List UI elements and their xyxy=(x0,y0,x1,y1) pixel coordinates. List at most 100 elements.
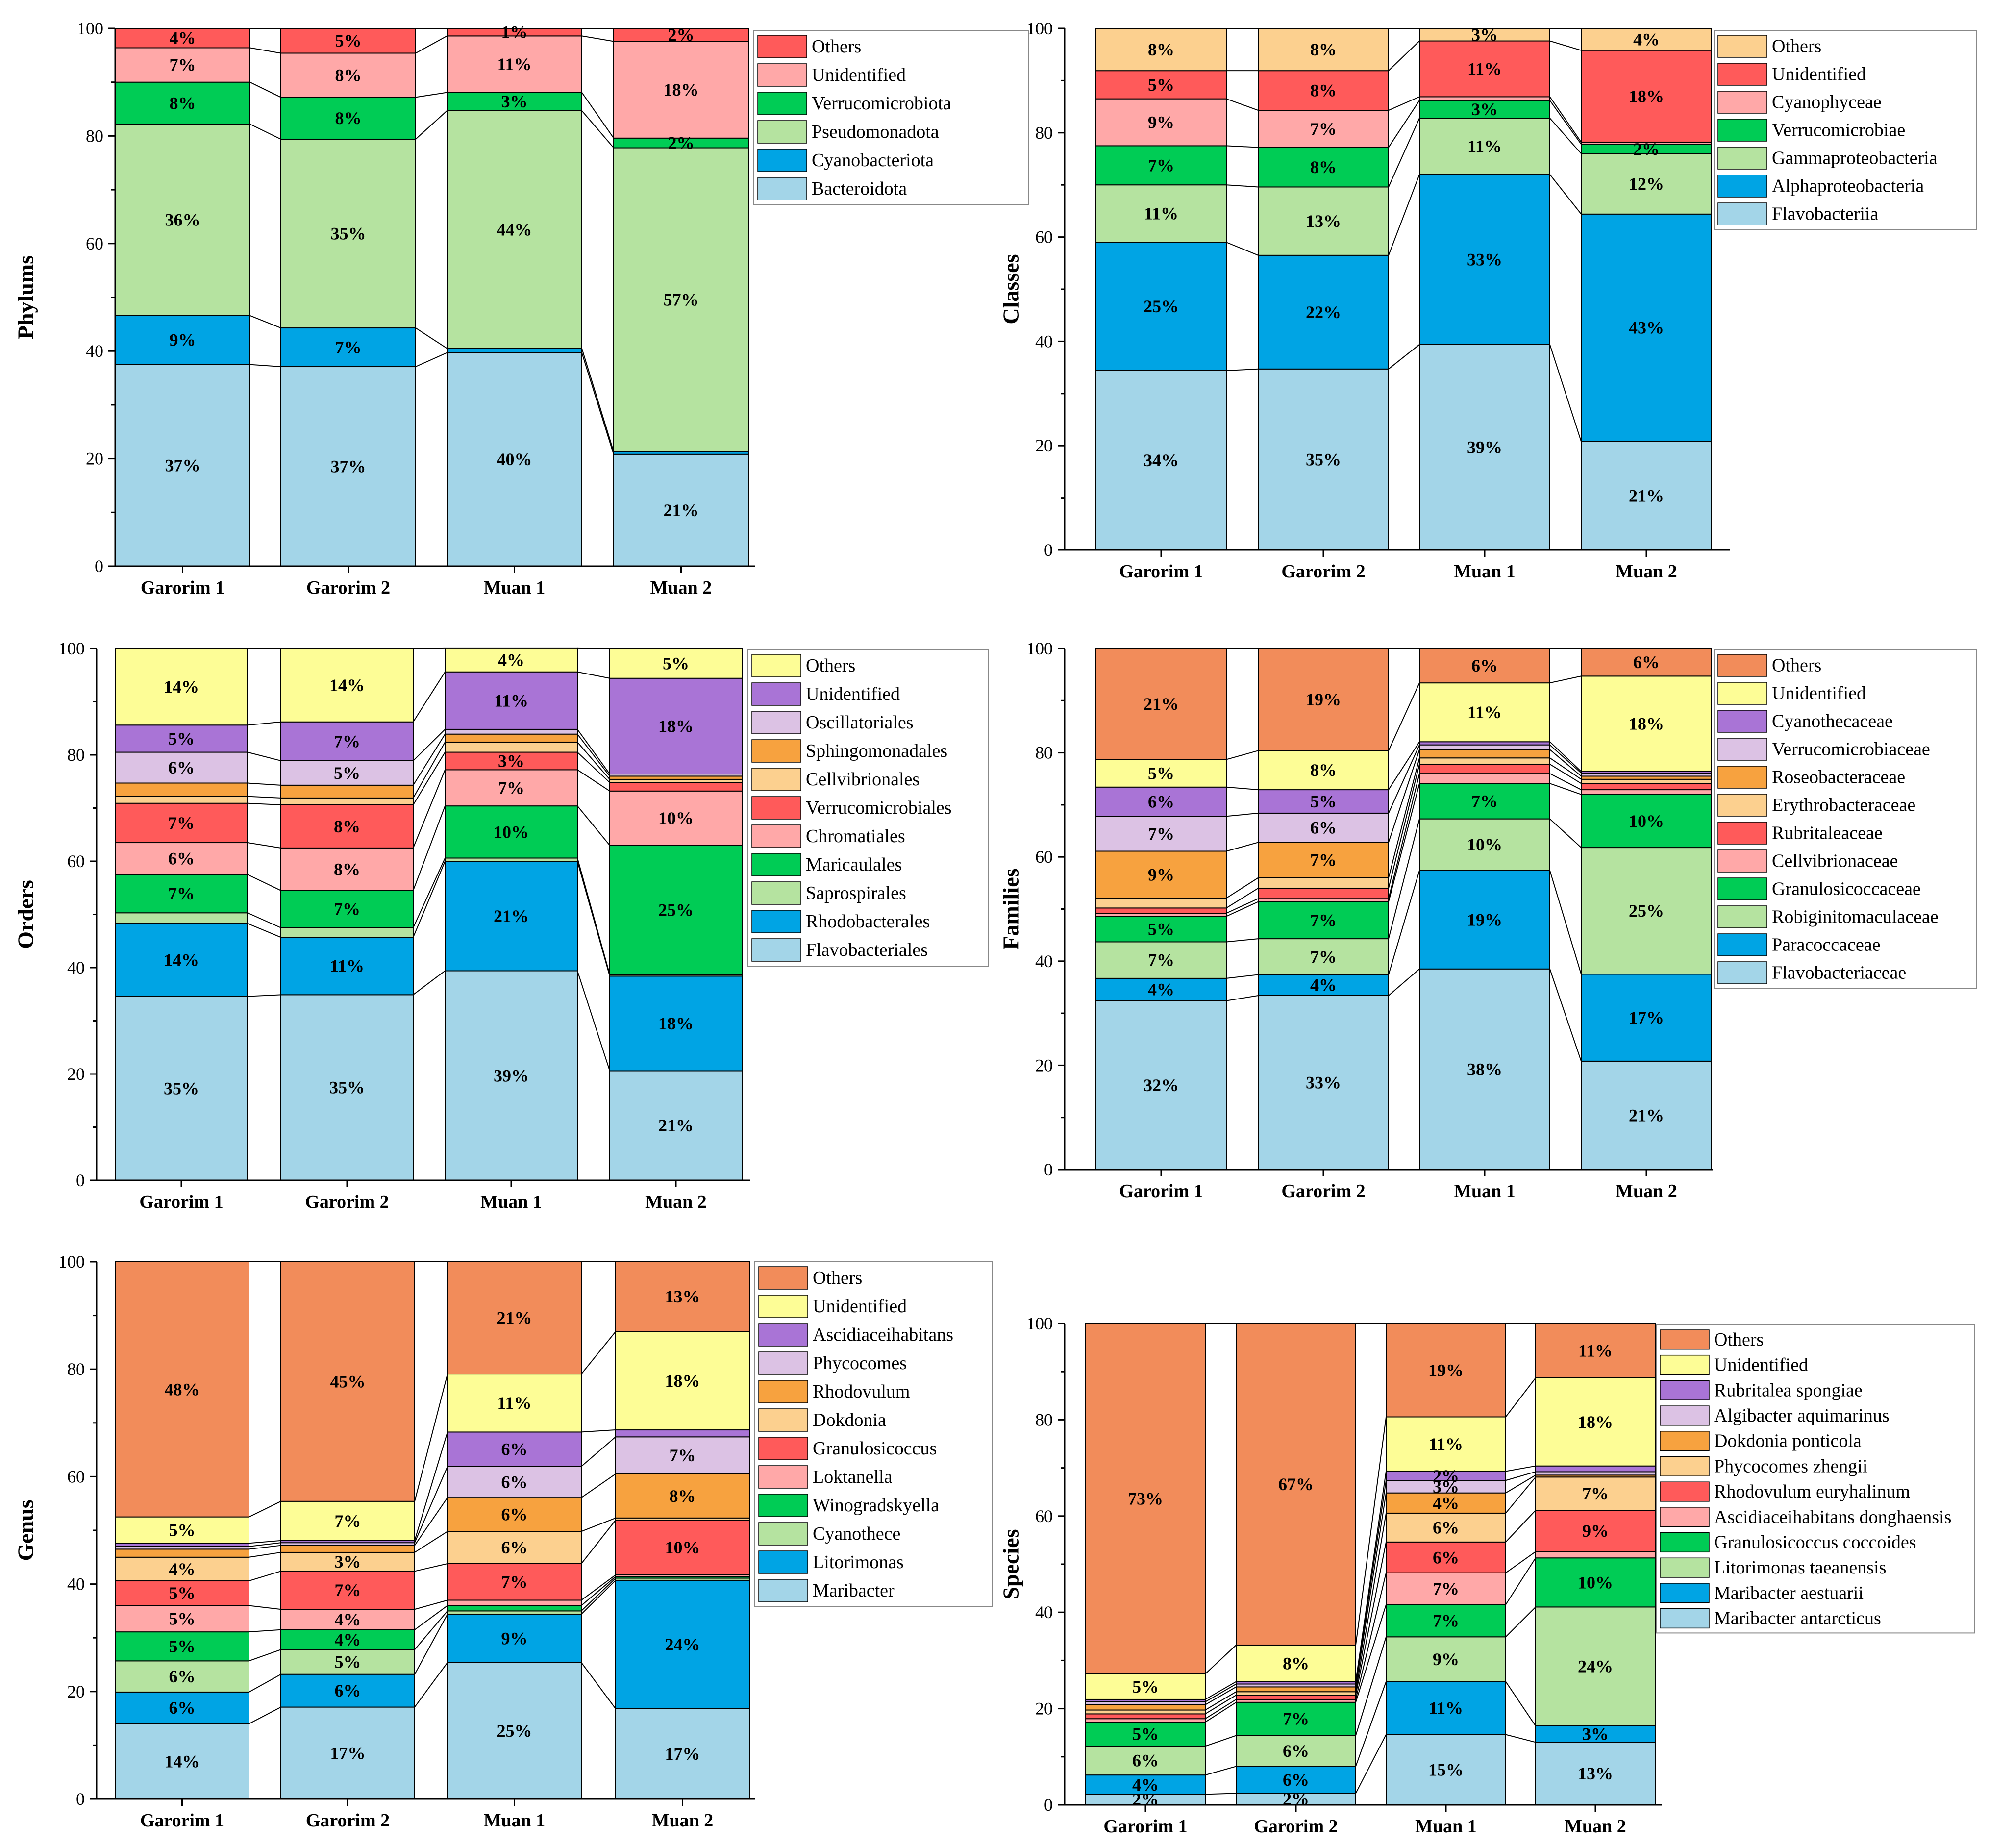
data-label: 18% xyxy=(1629,714,1664,734)
data-label: 5% xyxy=(168,729,195,749)
x-tick-label: Garorim 2 xyxy=(306,577,390,598)
connector-line xyxy=(1355,1734,1387,1794)
y-axis-title: Species xyxy=(998,1529,1023,1599)
bar-segment xyxy=(1419,783,1550,820)
bar-segment xyxy=(1386,1572,1506,1605)
data-label: 7% xyxy=(1310,119,1337,139)
bar-segment xyxy=(447,1466,582,1498)
legend-swatch xyxy=(758,1579,808,1602)
bar-segment xyxy=(280,721,414,761)
bar-segment xyxy=(1258,842,1389,878)
data-label: 43% xyxy=(1629,318,1664,338)
data-label: 18% xyxy=(658,1014,694,1033)
data-label: 67% xyxy=(1278,1474,1314,1494)
legend-swatch xyxy=(1660,1405,1710,1426)
data-label: 8% xyxy=(1310,760,1337,780)
data-label: 6% xyxy=(1471,656,1498,675)
connector-line xyxy=(577,734,610,777)
y-tick-label: 80 xyxy=(67,745,85,765)
connector-line xyxy=(577,647,610,649)
connector-line xyxy=(1388,757,1420,878)
bar-segment xyxy=(615,1520,750,1575)
bar-segment xyxy=(445,741,578,753)
bar-segment xyxy=(1258,28,1389,72)
connector-line xyxy=(1205,1793,1237,1795)
bar-segment xyxy=(115,1723,249,1800)
connector-line xyxy=(247,751,281,761)
data-label: 6% xyxy=(501,1505,528,1524)
legend-label: Gammaproteobacteria xyxy=(1772,148,1938,169)
connector-line xyxy=(1388,118,1420,187)
data-label: 4% xyxy=(498,650,524,670)
connector-line xyxy=(249,364,281,368)
connector-line xyxy=(1226,368,1259,371)
connector-line xyxy=(1549,118,1582,154)
data-label: 4% xyxy=(335,1630,361,1649)
connector-line xyxy=(414,1610,448,1650)
legend-swatch xyxy=(758,1550,808,1574)
connector-line xyxy=(577,861,610,976)
data-label: 18% xyxy=(664,80,699,100)
connector-line xyxy=(414,1662,448,1708)
legend-swatch xyxy=(1717,961,1767,984)
bar-segment xyxy=(1095,786,1227,817)
connector-line xyxy=(249,1649,281,1662)
bar-segment xyxy=(609,845,743,975)
data-label: 4% xyxy=(170,28,196,48)
connector-line xyxy=(1549,773,1582,790)
x-tick-label: Muan 1 xyxy=(484,577,546,598)
bar-segment xyxy=(1535,1323,1656,1378)
data-label: 13% xyxy=(1578,1764,1613,1783)
bar-segment xyxy=(1535,1510,1656,1552)
legend-swatch xyxy=(1717,63,1767,86)
bar-segment xyxy=(280,1609,415,1630)
legend-label: Cyanobacteriota xyxy=(812,150,934,171)
legend-swatch xyxy=(758,1295,808,1318)
connector-line xyxy=(1205,1699,1237,1720)
y-tick-label: 100 xyxy=(1026,639,1053,658)
data-label: 45% xyxy=(330,1372,366,1391)
data-label: 11% xyxy=(1429,1698,1463,1718)
data-label: 6% xyxy=(169,1698,196,1718)
connector-line xyxy=(1205,1766,1237,1776)
legend-swatch xyxy=(758,1437,808,1460)
data-label: 11% xyxy=(1467,136,1502,156)
connector-line xyxy=(1226,750,1259,760)
legend-label: Flavobacteriia xyxy=(1772,204,1878,225)
bar-segment xyxy=(280,1545,415,1553)
data-label: 21% xyxy=(1629,486,1664,505)
connector-line xyxy=(1388,819,1420,939)
connector-line xyxy=(1549,744,1582,774)
data-label: 25% xyxy=(658,900,694,920)
connector-line xyxy=(413,752,446,805)
bar-segment xyxy=(609,648,743,679)
legend-label: Unidentified xyxy=(1772,64,1866,85)
data-label: 10% xyxy=(1578,1573,1613,1592)
connector-line xyxy=(581,1436,616,1467)
bar-segment xyxy=(280,797,414,805)
connector-line xyxy=(414,1432,448,1541)
data-label: 12% xyxy=(1629,174,1664,194)
bar-segment xyxy=(1419,344,1550,550)
data-label: 6% xyxy=(501,1472,528,1492)
connector-line xyxy=(1226,898,1259,914)
data-label: 33% xyxy=(1467,250,1502,269)
bar-segment xyxy=(1535,1377,1656,1467)
legend-swatch xyxy=(1717,682,1767,705)
x-tick-label: Muan 2 xyxy=(1616,561,1677,582)
data-label: 17% xyxy=(330,1743,366,1763)
legend-label: Maribacter antarcticus xyxy=(1714,1608,1881,1629)
bar-segment xyxy=(447,1261,582,1375)
legend-swatch xyxy=(757,35,807,58)
bar-segment xyxy=(280,1571,415,1610)
legend-label: Algibacter aquimarinus xyxy=(1714,1405,1890,1426)
connector-line xyxy=(1226,184,1259,188)
data-label: 33% xyxy=(1306,1073,1341,1092)
y-tick-label: 20 xyxy=(1035,1699,1053,1719)
connector-line xyxy=(249,1545,281,1550)
legend-label: Roseobacteraceae xyxy=(1772,767,1905,788)
bar-segment xyxy=(1419,968,1550,1170)
data-label: 8% xyxy=(1310,40,1337,59)
data-label: 8% xyxy=(335,108,362,128)
connector-line xyxy=(249,1551,281,1558)
